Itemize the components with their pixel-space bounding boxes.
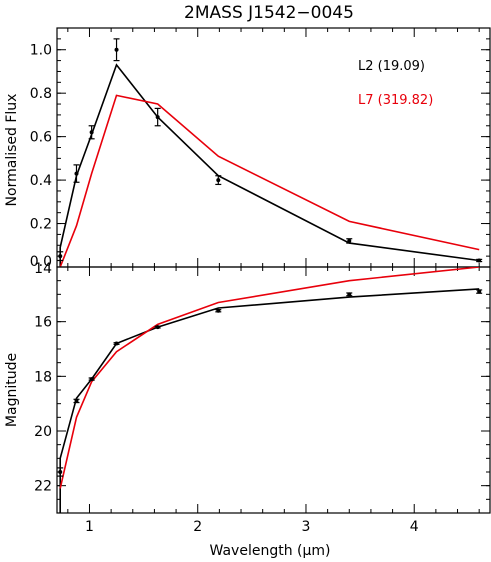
- flux-panel: 0.0 0.2 0.4 0.6 0.8 1.0: [30, 27, 491, 270]
- chart-title: 2MASS J1542−0045: [184, 3, 354, 23]
- legend-entry-l7: L7 (319.82): [358, 93, 433, 108]
- flux-data-point: [74, 171, 79, 176]
- mag-x-tick-label: 3: [302, 519, 311, 535]
- flux-y-axis-label: Normalised Flux: [4, 94, 20, 207]
- flux-data-point: [216, 178, 221, 183]
- mag-data-point: [216, 308, 221, 313]
- mag-series-line-l7: [59, 267, 480, 489]
- flux-y-tick-label: 0.8: [30, 86, 52, 102]
- mag-data-point: [155, 325, 160, 330]
- wavelength-x-axis-label: Wavelength (μm): [210, 543, 331, 559]
- mag-y-tick-label: 18: [34, 369, 52, 385]
- legend-entry-l2: L2 (19.09): [358, 59, 425, 74]
- flux-y-tick-label: 0.4: [30, 173, 52, 189]
- mag-series-line-l2: [59, 288, 480, 513]
- mag-data-point: [74, 398, 79, 403]
- flux-y-tick-label: 1.0: [30, 43, 52, 59]
- mag-y-tick-label: 14: [34, 261, 52, 277]
- magnitude-panel: 14 16 18 20 22 1 2 3 4: [34, 261, 491, 535]
- flux-y-tick-label: 0.2: [30, 217, 52, 233]
- flux-data-point: [155, 115, 160, 120]
- flux-data-point: [114, 47, 119, 52]
- mag-y-tick-label: 20: [34, 424, 52, 440]
- flux-data-point: [89, 130, 94, 135]
- mag-data-point: [114, 341, 119, 346]
- flux-data-point: [58, 254, 63, 259]
- mag-data-point: [89, 377, 94, 382]
- mag-x-tick-label: 1: [85, 519, 94, 535]
- mag-data-point: [477, 289, 482, 294]
- mag-data-point: [58, 470, 63, 474]
- flux-series-line-l7: [59, 94, 480, 267]
- flux-y-tick-label: 0.6: [30, 130, 52, 146]
- mag-x-tick-label: 4: [410, 519, 419, 535]
- mag-x-tick-label: 2: [193, 519, 202, 535]
- mag-data-point: [347, 292, 352, 297]
- magnitude-y-axis-label: Magnitude: [4, 353, 20, 427]
- flux-data-point: [477, 258, 482, 263]
- mag-y-tick-label: 22: [34, 479, 52, 495]
- flux-data-point: [347, 238, 352, 243]
- flux-plot-frame: [56, 27, 491, 268]
- mag-y-tick-label: 16: [34, 315, 52, 331]
- flux-series-line-l2: [59, 63, 480, 267]
- flux-y-tick-label: 0.0: [30, 254, 52, 270]
